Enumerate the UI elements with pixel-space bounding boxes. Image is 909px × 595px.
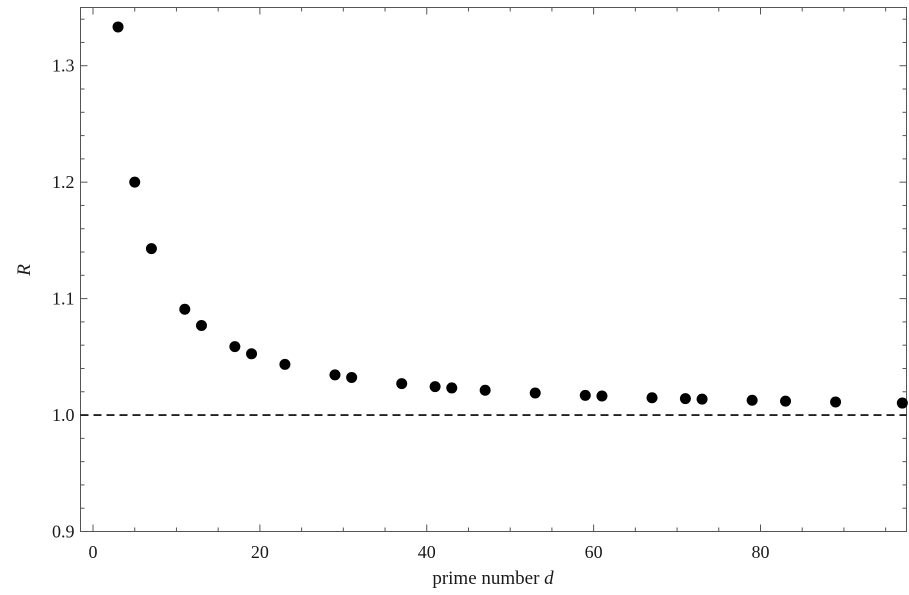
x-axis-title-text: prime number [432,568,540,589]
y-tick-label: 1.0 [52,405,75,425]
data-point [529,387,541,399]
data-point [446,382,458,394]
x-tick-label: 80 [751,542,769,562]
data-point [596,390,608,402]
y-tick-label: 1.1 [52,289,75,309]
data-point [696,393,708,405]
y-tick-label: 1.2 [52,172,75,192]
data-point [679,393,691,405]
y-axis-title: R [14,264,35,277]
data-point [396,378,408,390]
x-tick-label: 20 [251,542,269,562]
x-axis: 0 20 40 60 80 [89,7,887,562]
data-point [195,320,207,332]
data-point [479,384,491,396]
data-point [112,21,124,33]
x-tick-label: 40 [418,542,436,562]
plot-frame [80,7,907,532]
data-point [646,392,658,404]
data-point [579,389,591,401]
data-point [780,395,792,407]
data-point [429,381,441,393]
y-tick-label: 0.9 [52,522,75,542]
x-tick-label: 60 [585,542,603,562]
x-axis-title: prime number d [432,568,554,589]
data-point [145,243,157,255]
data-point [179,303,191,315]
data-point [896,397,908,409]
data-point [329,369,341,381]
y-tick-label: 1.3 [52,56,75,76]
data-point [346,371,358,383]
data-point [129,176,141,188]
x-axis-title-variable: d [544,568,554,589]
x-tick-label: 0 [89,542,98,562]
data-point [279,358,291,370]
data-point [830,396,842,408]
data-point [246,348,258,360]
y-axis: 0.9 1.0 1.1 1.2 1.3 [52,18,907,542]
data-point [229,341,241,353]
data-points [112,21,908,409]
data-point [746,394,758,406]
